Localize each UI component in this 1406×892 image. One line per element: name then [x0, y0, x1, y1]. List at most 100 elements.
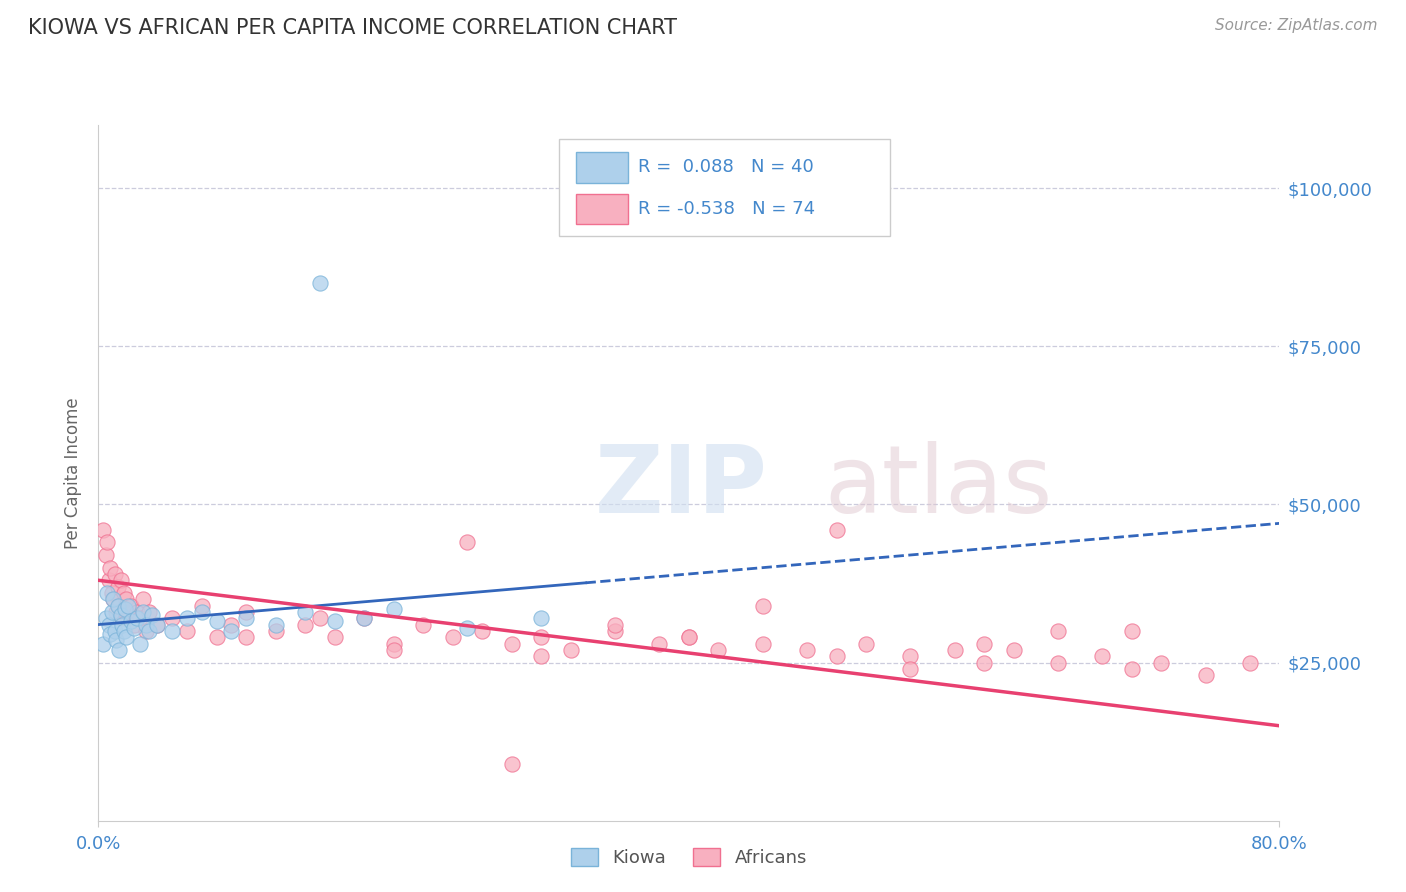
Point [110, 574, 132, 588]
Point [382, 601, 405, 615]
Point [900, 662, 922, 676]
Text: ZIP: ZIP [595, 441, 768, 533]
Point [1150, 656, 1173, 670]
Point [353, 611, 375, 625]
Point [825, 649, 848, 664]
Point [235, 630, 257, 644]
Point [751, 599, 773, 613]
Point [132, 592, 155, 607]
FancyBboxPatch shape [575, 194, 627, 225]
Point [108, 599, 131, 613]
Point [264, 624, 287, 638]
Point [138, 624, 160, 638]
Text: R =  0.088   N = 40: R = 0.088 N = 40 [638, 158, 814, 177]
Point [112, 586, 135, 600]
Point [98, 627, 121, 641]
Point [122, 621, 145, 635]
Point [110, 608, 132, 623]
Point [94, 548, 117, 562]
Point [100, 605, 122, 619]
Point [135, 617, 157, 632]
Point [264, 617, 287, 632]
Point [111, 617, 134, 632]
Y-axis label: Per Capita Income: Per Capita Income [65, 397, 83, 549]
Point [382, 636, 405, 650]
Point [103, 592, 125, 607]
Point [120, 599, 142, 613]
Point [1091, 649, 1114, 664]
Point [117, 611, 139, 625]
Point [1121, 662, 1143, 676]
Point [219, 624, 242, 638]
Point [104, 624, 127, 638]
Point [219, 617, 242, 632]
Point [530, 611, 553, 625]
Point [114, 601, 136, 615]
Point [1046, 624, 1069, 638]
Point [114, 605, 136, 619]
Point [353, 611, 375, 625]
Point [125, 611, 148, 625]
Point [97, 617, 120, 632]
Point [108, 643, 131, 657]
Point [115, 592, 138, 607]
Point [115, 630, 138, 644]
Point [117, 599, 139, 613]
Point [855, 636, 877, 650]
Point [796, 643, 818, 657]
Point [501, 756, 523, 771]
Point [323, 615, 346, 629]
Point [471, 624, 494, 638]
Point [191, 599, 214, 613]
Point [176, 611, 198, 625]
Point [104, 566, 127, 581]
Point [128, 611, 150, 625]
Legend: Kiowa, Africans: Kiowa, Africans [564, 840, 814, 874]
Point [98, 560, 121, 574]
Point [205, 630, 228, 644]
Point [107, 580, 129, 594]
Point [900, 649, 922, 664]
Point [105, 633, 128, 648]
Point [605, 624, 627, 638]
Point [125, 605, 148, 619]
Point [162, 624, 183, 638]
Point [412, 617, 434, 632]
Point [678, 630, 700, 644]
Point [1195, 668, 1218, 682]
Point [648, 636, 671, 650]
Point [96, 586, 118, 600]
Point [1239, 656, 1261, 670]
FancyBboxPatch shape [575, 152, 627, 183]
Point [707, 643, 730, 657]
Point [138, 605, 160, 619]
Point [1121, 624, 1143, 638]
Point [176, 624, 198, 638]
Text: KIOWA VS AFRICAN PER CAPITA INCOME CORRELATION CHART: KIOWA VS AFRICAN PER CAPITA INCOME CORRE… [28, 18, 678, 37]
Point [678, 630, 700, 644]
Point [309, 611, 332, 625]
Point [141, 608, 163, 623]
Point [112, 624, 135, 638]
Point [146, 617, 169, 632]
Point [97, 574, 120, 588]
Point [105, 605, 128, 619]
Point [441, 630, 464, 644]
Point [382, 643, 405, 657]
Point [501, 636, 523, 650]
Point [120, 615, 142, 629]
Point [103, 592, 125, 607]
Point [162, 611, 183, 625]
Point [323, 630, 346, 644]
Point [111, 611, 134, 625]
Point [294, 605, 316, 619]
Point [94, 611, 117, 625]
Point [135, 624, 157, 638]
Point [91, 636, 114, 650]
Point [973, 636, 995, 650]
Point [107, 599, 129, 613]
Text: atlas: atlas [825, 441, 1053, 533]
Point [973, 656, 995, 670]
Text: R = -0.538   N = 74: R = -0.538 N = 74 [638, 200, 815, 218]
Point [1046, 656, 1069, 670]
